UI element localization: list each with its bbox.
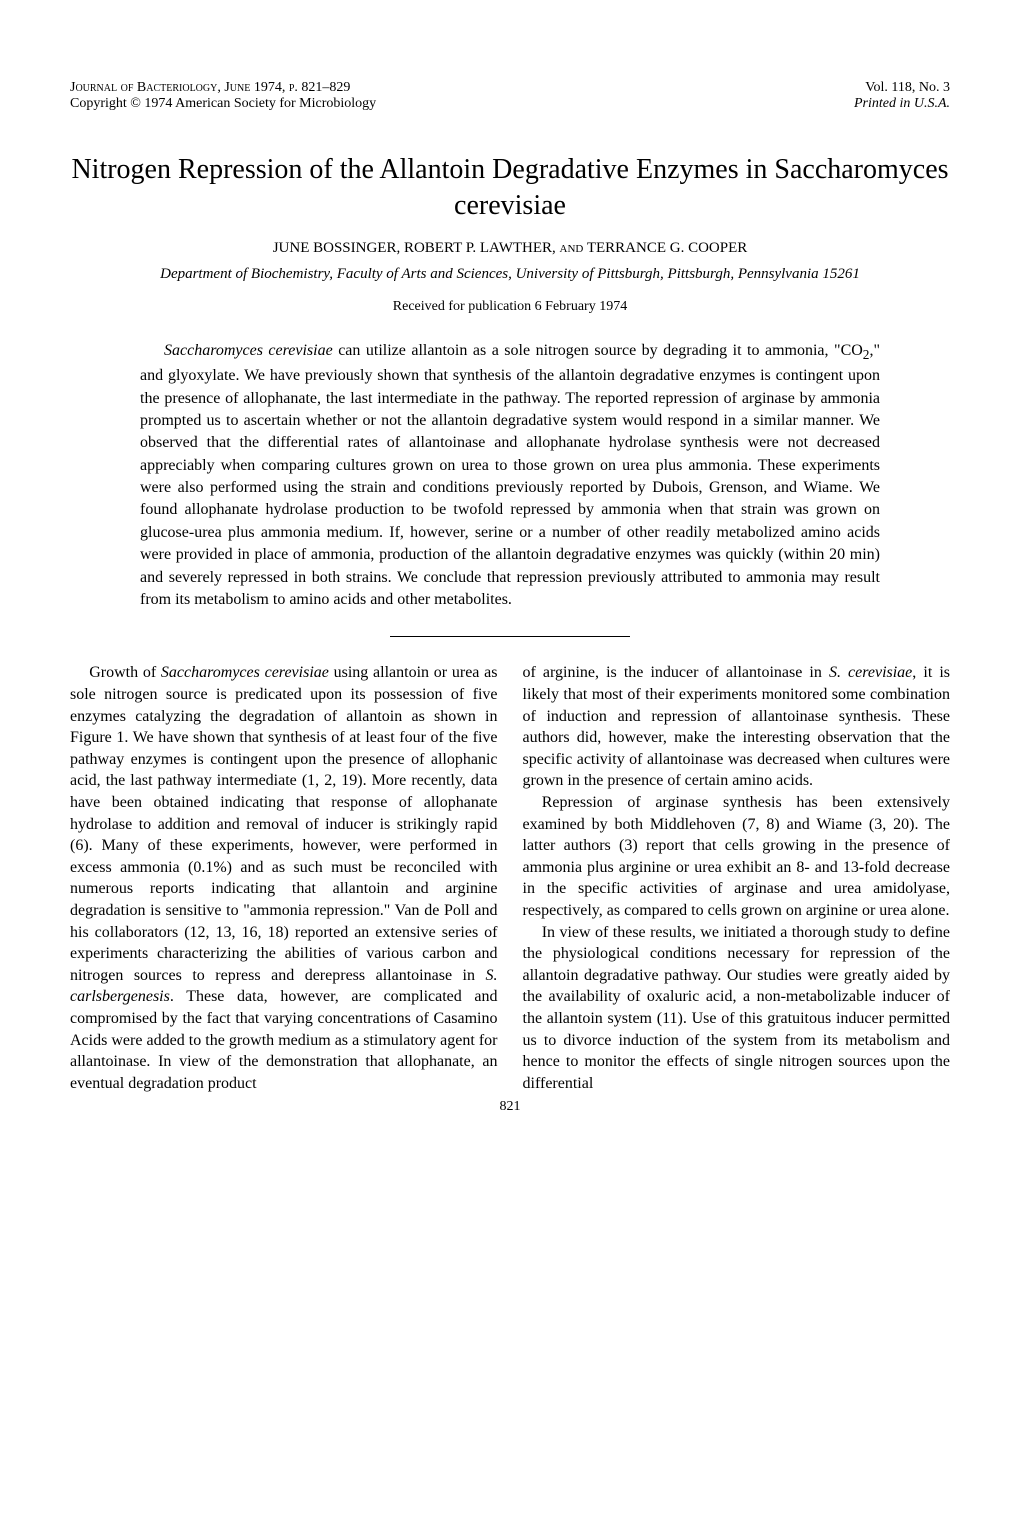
article-title: Nitrogen Repression of the Allantoin Deg… xyxy=(70,152,950,225)
body-paragraph: Repression of arginase synthesis has bee… xyxy=(523,792,951,922)
authors-line: JUNE BOSSINGER, ROBERT P. LAWTHER, and T… xyxy=(70,240,950,257)
received-date: Received for publication 6 February 1974 xyxy=(70,299,950,315)
printed-line-text: Printed in U.S.A. xyxy=(854,96,950,111)
header-left: Journal of Bacteriology, June 1974, p. 8… xyxy=(70,80,376,112)
header-right: Vol. 118, No. 3 Printed in U.S.A. xyxy=(854,80,950,112)
right-column: of arginine, is the inducer of allantoin… xyxy=(523,662,951,1094)
page-number: 821 xyxy=(70,1099,950,1115)
body-paragraph: In view of these results, we initiated a… xyxy=(523,922,951,1095)
volume-line: Vol. 118, No. 3 xyxy=(854,80,950,96)
journal-name: Journal of Bacteriology, June 1974, p. 8… xyxy=(70,80,350,95)
body-paragraph: of arginine, is the inducer of allantoin… xyxy=(523,662,951,792)
journal-citation: Journal of Bacteriology, June 1974, p. 8… xyxy=(70,80,376,96)
affiliation: Department of Biochemistry, Faculty of A… xyxy=(70,265,950,285)
printed-line: Printed in U.S.A. xyxy=(854,96,950,112)
body-paragraph: Growth of Saccharomyces cerevisiae using… xyxy=(70,662,498,1094)
copyright-line: Copyright © 1974 American Society for Mi… xyxy=(70,96,376,112)
body-text: Growth of Saccharomyces cerevisiae using… xyxy=(70,662,950,1094)
page-header: Journal of Bacteriology, June 1974, p. 8… xyxy=(70,80,950,112)
abstract: Saccharomyces cerevisiae can utilize all… xyxy=(140,340,880,611)
section-divider xyxy=(390,636,630,637)
left-column: Growth of Saccharomyces cerevisiae using… xyxy=(70,662,498,1094)
